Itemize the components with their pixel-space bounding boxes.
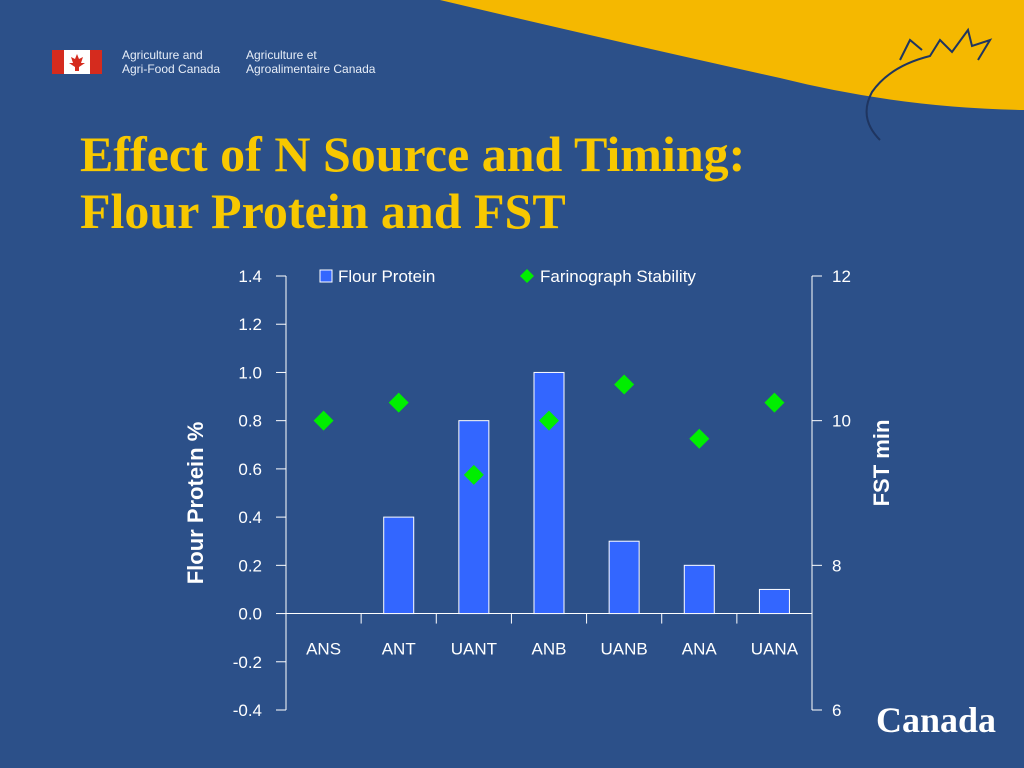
org-fr-line2: Agroalimentaire Canada	[246, 62, 376, 76]
scatter-point	[614, 374, 635, 395]
y-tick-label: 1.2	[238, 315, 262, 334]
legend-label-farinograph-stability: Farinograph Stability	[540, 267, 696, 286]
y2-axis-label: FST min	[869, 420, 894, 507]
x-tick-label: ANS	[306, 640, 341, 659]
legend-swatch-farinograph-stability	[520, 269, 534, 283]
y-tick-label: 0.8	[238, 412, 262, 431]
scatter-point	[388, 392, 409, 413]
bar	[608, 540, 640, 615]
scatter-point	[539, 410, 559, 431]
x-tick-label: UANB	[601, 640, 648, 659]
y-tick-label: 0.4	[238, 508, 262, 527]
y-tick-label: 1.0	[238, 363, 262, 382]
bar	[383, 516, 415, 615]
y2-tick-label: 10	[832, 412, 851, 431]
y-tick-label: 0.2	[238, 556, 262, 575]
title-line-1: Effect of N Source and Timing:	[80, 126, 746, 182]
legend-swatch-flour-protein	[319, 269, 333, 283]
bar	[758, 588, 790, 615]
y-tick-label: -0.4	[233, 701, 262, 720]
bar	[458, 420, 490, 615]
bar	[683, 564, 715, 615]
y-tick-label: 0.0	[238, 605, 262, 624]
org-name-english: Agriculture and Agri-Food Canada	[122, 48, 220, 76]
x-tick-label: UANT	[451, 640, 497, 659]
y-tick-label: -0.2	[233, 653, 262, 672]
org-en-line1: Agriculture and	[122, 48, 203, 62]
y-axis-label: Flour Protein %	[183, 422, 208, 585]
x-tick-label: ANB	[532, 640, 567, 659]
scatter-point	[764, 392, 785, 413]
canada-wordmark: Canada	[876, 700, 997, 740]
y-tick-label: 1.4	[238, 267, 262, 286]
y2-tick-label: 8	[832, 556, 841, 575]
slide-title: Effect of N Source and Timing: Flour Pro…	[80, 126, 745, 240]
org-name-french: Agriculture et Agroalimentaire Canada	[246, 48, 375, 76]
scatter-point	[689, 428, 710, 449]
x-tick-label: UANA	[751, 640, 799, 659]
maple-leaf-sketch-icon	[865, 27, 993, 141]
yellow-swoosh	[440, 0, 1024, 110]
org-fr-line1: Agriculture et	[246, 48, 317, 62]
y2-tick-label: 6	[832, 701, 841, 720]
legend-label-flour-protein: Flour Protein	[338, 267, 435, 286]
scatter-point	[463, 464, 484, 485]
y-tick-label: 0.6	[238, 460, 262, 479]
org-en-line2: Agri-Food Canada	[122, 62, 221, 76]
canada-flag-icon	[52, 50, 102, 74]
scatter-point	[313, 410, 334, 431]
x-tick-label: ANA	[682, 640, 718, 659]
title-line-2: Flour Protein and FST	[80, 183, 566, 239]
y2-tick-label: 12	[832, 267, 851, 286]
bar	[533, 371, 565, 615]
x-tick-label: ANT	[382, 640, 416, 659]
